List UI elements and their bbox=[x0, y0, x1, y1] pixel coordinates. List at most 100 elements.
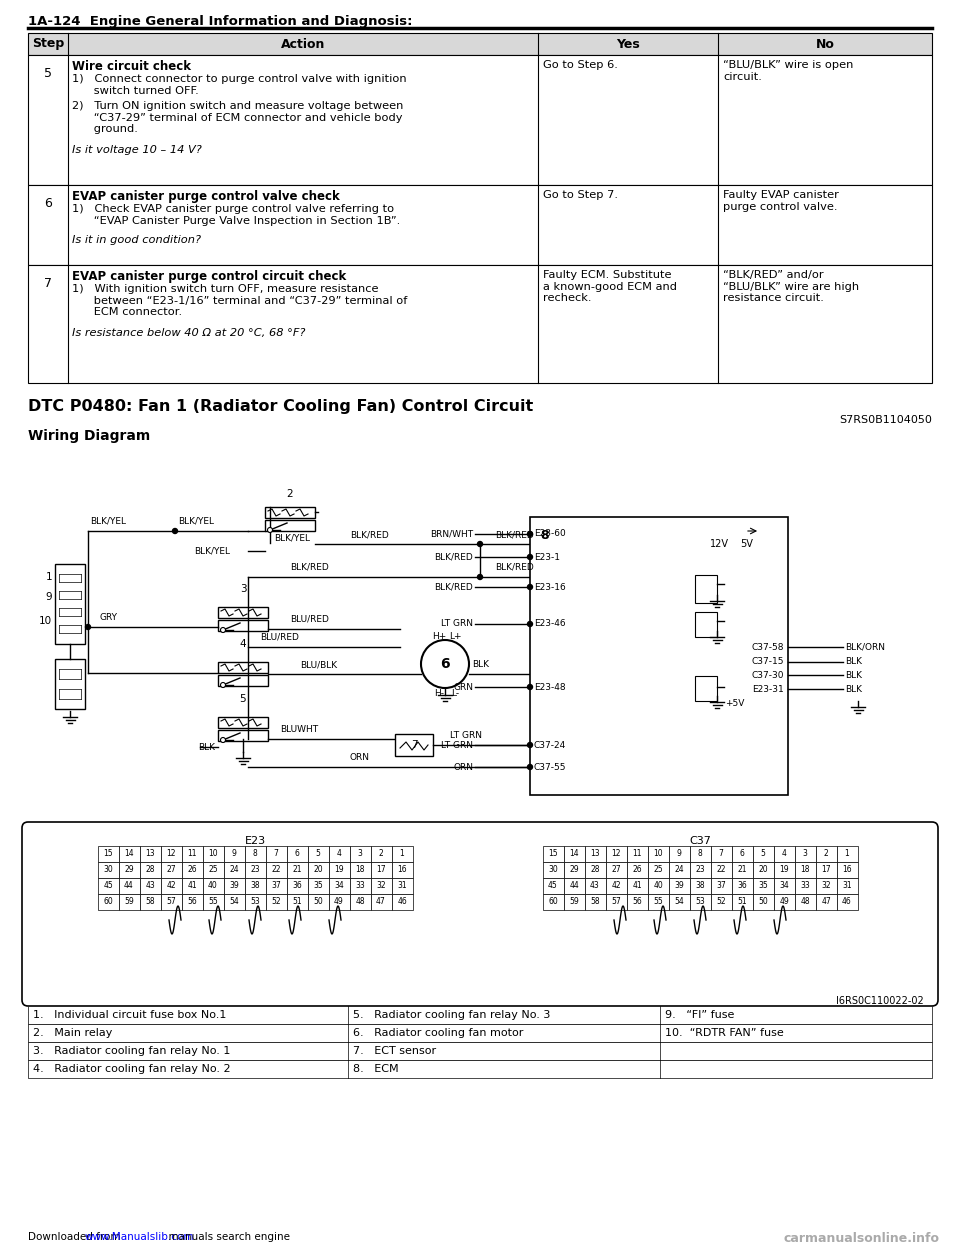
Bar bbox=[710, 846, 732, 862]
Text: ORN: ORN bbox=[350, 753, 370, 763]
Bar bbox=[28, 1023, 932, 1042]
Text: 50: 50 bbox=[313, 898, 323, 907]
Bar bbox=[668, 894, 689, 910]
Text: C37-58: C37-58 bbox=[752, 642, 784, 652]
Text: 39: 39 bbox=[229, 882, 239, 891]
Circle shape bbox=[477, 542, 483, 546]
Bar bbox=[647, 862, 668, 878]
Text: 43: 43 bbox=[145, 882, 155, 891]
Text: 20: 20 bbox=[758, 866, 768, 874]
Text: C37-55: C37-55 bbox=[534, 763, 566, 771]
Text: Is it in good condition?: Is it in good condition? bbox=[72, 235, 201, 245]
Text: 34: 34 bbox=[334, 882, 344, 891]
Text: Faulty ECM. Substitute
a known-good ECM and
recheck.: Faulty ECM. Substitute a known-good ECM … bbox=[543, 270, 677, 303]
Text: 30: 30 bbox=[548, 866, 558, 874]
Text: 8.   ECM: 8. ECM bbox=[353, 1064, 398, 1074]
Text: 5V: 5V bbox=[740, 539, 753, 549]
Bar bbox=[266, 878, 286, 894]
Text: No: No bbox=[816, 37, 834, 51]
Bar bbox=[371, 846, 392, 862]
Text: manuals search engine: manuals search engine bbox=[162, 1232, 290, 1242]
Text: 47: 47 bbox=[376, 898, 386, 907]
Text: 21: 21 bbox=[292, 866, 301, 874]
Bar bbox=[181, 894, 203, 910]
Bar bbox=[307, 846, 328, 862]
Text: 43: 43 bbox=[590, 882, 600, 891]
Bar bbox=[349, 894, 371, 910]
Bar bbox=[689, 894, 710, 910]
Bar bbox=[28, 1059, 932, 1078]
Bar bbox=[118, 862, 139, 878]
Bar bbox=[732, 878, 753, 894]
Bar bbox=[585, 862, 606, 878]
Text: 35: 35 bbox=[313, 882, 323, 891]
Text: 4.   Radiator cooling fan relay No. 2: 4. Radiator cooling fan relay No. 2 bbox=[33, 1064, 230, 1074]
Bar bbox=[392, 862, 413, 878]
Text: 10: 10 bbox=[208, 850, 218, 858]
Text: 13: 13 bbox=[145, 850, 155, 858]
Bar bbox=[98, 894, 118, 910]
Bar bbox=[689, 862, 710, 878]
Bar bbox=[307, 862, 328, 878]
Bar bbox=[328, 894, 349, 910]
Text: 15: 15 bbox=[548, 850, 558, 858]
Text: 1: 1 bbox=[45, 573, 52, 582]
Bar bbox=[668, 862, 689, 878]
Text: 20: 20 bbox=[313, 866, 323, 874]
Text: BLK/RED: BLK/RED bbox=[434, 582, 473, 591]
Text: +5V: +5V bbox=[725, 699, 744, 708]
Text: 5.   Radiator cooling fan relay No. 3: 5. Radiator cooling fan relay No. 3 bbox=[353, 1010, 550, 1020]
Text: Faulty EVAP canister
purge control valve.: Faulty EVAP canister purge control valve… bbox=[723, 190, 839, 211]
Bar bbox=[795, 846, 815, 862]
Text: 39: 39 bbox=[674, 882, 684, 891]
Bar bbox=[245, 846, 266, 862]
Text: H-: H- bbox=[434, 689, 444, 698]
Bar bbox=[203, 894, 224, 910]
Bar bbox=[328, 862, 349, 878]
Bar bbox=[307, 878, 328, 894]
Text: C37-30: C37-30 bbox=[752, 671, 784, 679]
Text: 25: 25 bbox=[653, 866, 662, 874]
Text: S7RS0B1104050: S7RS0B1104050 bbox=[839, 415, 932, 425]
Bar bbox=[753, 894, 774, 910]
Bar bbox=[286, 846, 307, 862]
Text: 15: 15 bbox=[103, 850, 113, 858]
Text: 28: 28 bbox=[590, 866, 600, 874]
Text: BLK: BLK bbox=[845, 657, 862, 667]
Text: 60: 60 bbox=[548, 898, 558, 907]
Text: 4: 4 bbox=[337, 850, 342, 858]
Text: 26: 26 bbox=[633, 866, 642, 874]
Text: E23-46: E23-46 bbox=[534, 620, 565, 628]
Bar bbox=[139, 846, 160, 862]
Text: BLK: BLK bbox=[472, 660, 489, 669]
Bar bbox=[28, 1006, 932, 1023]
Bar bbox=[118, 846, 139, 862]
Bar bbox=[286, 878, 307, 894]
Text: 53: 53 bbox=[251, 898, 260, 907]
Bar bbox=[542, 862, 564, 878]
Text: H+: H+ bbox=[432, 632, 446, 641]
Text: 18: 18 bbox=[801, 866, 809, 874]
Text: 7: 7 bbox=[44, 277, 52, 289]
Text: 37: 37 bbox=[716, 882, 726, 891]
Text: 3: 3 bbox=[803, 850, 807, 858]
Text: 11: 11 bbox=[633, 850, 641, 858]
Text: 7.   ECT sensor: 7. ECT sensor bbox=[353, 1046, 436, 1056]
Text: 55: 55 bbox=[653, 898, 662, 907]
Circle shape bbox=[527, 621, 533, 626]
Bar bbox=[224, 846, 245, 862]
Bar bbox=[328, 846, 349, 862]
Bar bbox=[815, 878, 836, 894]
Text: 3: 3 bbox=[240, 584, 247, 594]
Text: Is resistance below 40 Ω at 20 °C, 68 °F?: Is resistance below 40 Ω at 20 °C, 68 °F… bbox=[72, 328, 305, 338]
Text: 52: 52 bbox=[271, 898, 281, 907]
Text: E23-16: E23-16 bbox=[534, 582, 565, 591]
Bar bbox=[585, 878, 606, 894]
Text: 1.   Individual circuit fuse box No.1: 1. Individual circuit fuse box No.1 bbox=[33, 1010, 227, 1020]
Text: 31: 31 bbox=[842, 882, 852, 891]
Text: 27: 27 bbox=[166, 866, 176, 874]
Bar bbox=[564, 894, 585, 910]
Text: 58: 58 bbox=[590, 898, 600, 907]
Bar bbox=[564, 878, 585, 894]
Bar bbox=[585, 894, 606, 910]
